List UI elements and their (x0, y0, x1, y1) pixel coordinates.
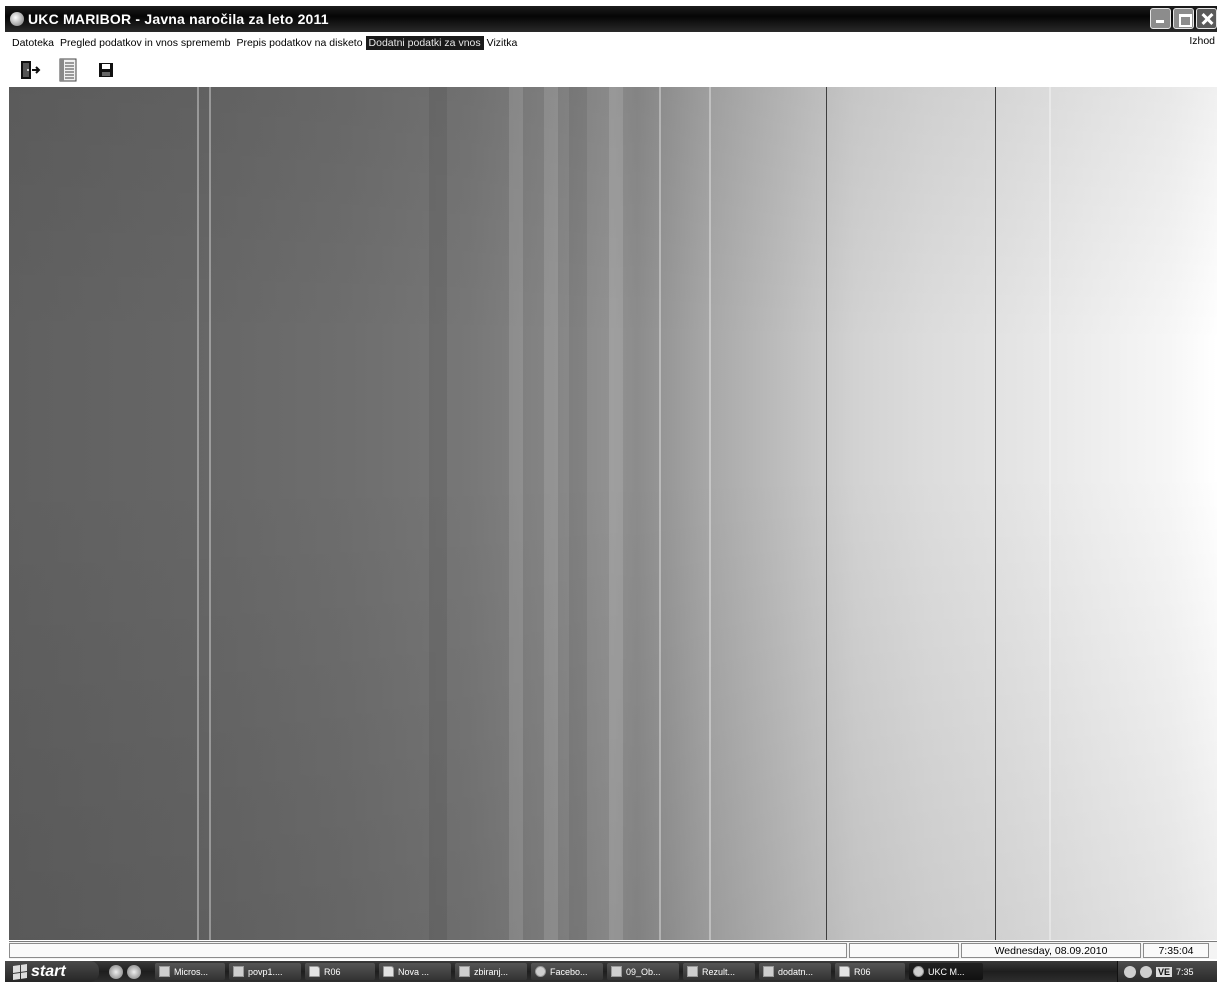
taskbar-item-label: zbiranj... (474, 966, 509, 977)
status-panel-secondary (849, 943, 959, 958)
workspace-stripe (197, 87, 199, 940)
system-tray: VE 7:35 (1117, 961, 1217, 982)
menu-dodatni-podatki[interactable]: Dodatni podatki za vnos (365, 35, 484, 50)
status-panel-main (9, 943, 847, 958)
taskbar-item[interactable]: R06 (835, 963, 905, 980)
list-button[interactable] (55, 57, 81, 83)
status-bar: Wednesday, 08.09.2010 7:35:04 (9, 941, 1217, 959)
taskbar-item-label: povp1.... (248, 966, 283, 977)
menu-izhod[interactable]: Izhod (1189, 35, 1215, 47)
workspace-shade (9, 87, 1217, 343)
document-icon (611, 966, 622, 977)
main-workspace (9, 87, 1217, 940)
workspace-stripe (709, 87, 711, 940)
taskbar-item[interactable]: 09_Ob... (607, 963, 679, 980)
windows-logo-icon (13, 963, 27, 980)
start-label: start (31, 962, 66, 980)
taskbar-item[interactable]: povp1.... (229, 963, 301, 980)
taskbar-item-label: UKC M... (928, 966, 965, 977)
toolbar (9, 54, 1217, 88)
menu-pregled-podatkov[interactable]: Pregled podatkov in vnos sprememb (60, 36, 231, 49)
workspace-stripe (995, 87, 996, 940)
browser-icon[interactable] (109, 964, 123, 979)
taskbar-item-label: R06 (854, 966, 871, 977)
taskbar-item-label: Facebo... (550, 966, 588, 977)
taskbar-item[interactable]: Nova ... (379, 963, 451, 980)
workspace-stripe (569, 87, 587, 940)
maximize-button[interactable] (1173, 8, 1194, 29)
status-date: Wednesday, 08.09.2010 (961, 943, 1141, 958)
document-icon (233, 966, 244, 977)
menu-vizitka[interactable]: Vizitka (486, 36, 518, 49)
tray-clock: 7:35 (1176, 966, 1194, 977)
close-button[interactable] (1196, 8, 1217, 29)
document-icon (459, 966, 470, 977)
taskbar-item-label: 09_Ob... (626, 966, 661, 977)
document-list-icon (59, 58, 77, 82)
taskbar-item-label: Micros... (174, 966, 209, 977)
workspace-stripe (509, 87, 523, 940)
browser-icon (535, 966, 546, 977)
taskbar-item[interactable]: dodatn... (759, 963, 831, 980)
taskbar-item-label: Nova ... (398, 966, 430, 977)
folder-icon (839, 966, 850, 977)
document-icon (763, 966, 774, 977)
taskbar-item[interactable]: Rezult... (683, 963, 755, 980)
taskbar-item[interactable]: zbiranj... (455, 963, 527, 980)
taskbar-item-label: dodatn... (778, 966, 814, 977)
window-controls (1150, 8, 1217, 29)
workspace-stripe (826, 87, 827, 940)
folder-icon (383, 966, 394, 977)
network-icon[interactable] (1124, 965, 1136, 978)
menu-datoteka[interactable]: Datoteka (12, 36, 55, 49)
save-button[interactable] (93, 57, 119, 83)
app-icon (913, 966, 924, 977)
taskbar: start Micros... povp1.... R06 Nova ... z… (5, 961, 1217, 982)
window-icon (159, 966, 170, 977)
workspace-shade (9, 470, 1217, 940)
taskbar-item[interactable]: Micros... (155, 963, 225, 980)
menu-prepis-podatkov[interactable]: Prepis podatkov na disketo (236, 36, 363, 49)
window-title: UKC MARIBOR - Javna naročila za leto 201… (28, 11, 329, 27)
taskbar-item-active[interactable]: UKC M... (909, 963, 983, 980)
quick-launch (109, 964, 151, 979)
workspace-stripe (429, 87, 447, 940)
exit-door-icon (21, 61, 41, 79)
start-button[interactable]: start (5, 961, 99, 982)
taskbar-item-label: Rezult... (702, 966, 736, 977)
status-time: 7:35:04 (1143, 943, 1209, 958)
taskbar-item[interactable]: Facebo... (531, 963, 603, 980)
title-bar[interactable]: UKC MARIBOR - Javna naročila za leto 201… (5, 6, 1217, 32)
app-icon (10, 12, 24, 26)
taskbar-item[interactable]: R06 (305, 963, 375, 980)
taskbar-item-label: R06 (324, 966, 341, 977)
app-shortcut-icon[interactable] (127, 964, 141, 979)
workspace-stripe (209, 87, 211, 940)
folder-icon (309, 966, 320, 977)
menu-bar: Datoteka Pregled podatkov in vnos spreme… (9, 34, 1217, 51)
workspace-stripe (609, 87, 623, 940)
volume-icon[interactable] (1140, 965, 1152, 978)
workspace-stripe (659, 87, 661, 940)
language-indicator[interactable]: VE (1156, 966, 1173, 977)
document-icon (687, 966, 698, 977)
workspace-stripe (1049, 87, 1051, 940)
minimize-button[interactable] (1150, 8, 1171, 29)
exit-button[interactable] (17, 57, 43, 83)
workspace-stripe (544, 87, 558, 940)
save-disk-icon (99, 63, 113, 77)
